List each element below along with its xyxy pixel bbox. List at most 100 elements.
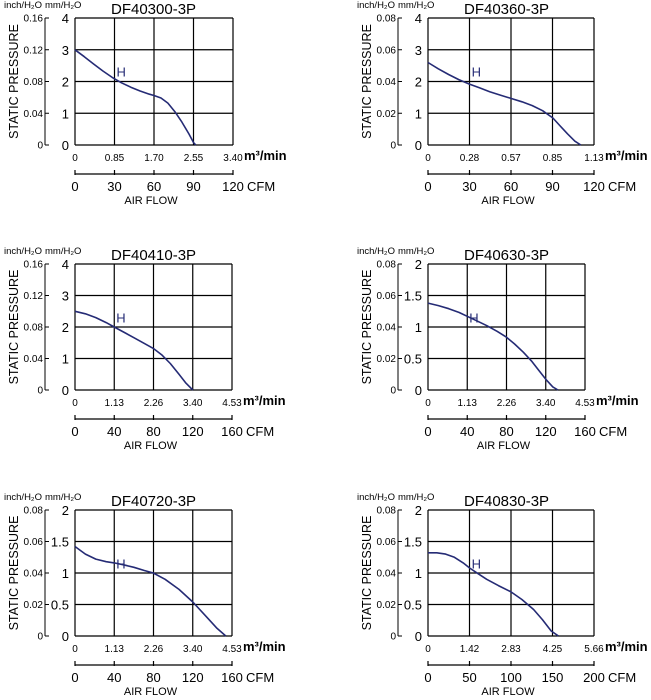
mm-tick-label: 2: [62, 503, 69, 518]
inch-tick-label: 0.08: [377, 260, 397, 271]
mm-tick-label: 2: [62, 320, 69, 335]
curve-label: H: [116, 556, 125, 571]
cfm-tick-label: 80: [146, 424, 160, 439]
unit-label-mm: mm/H₂O: [45, 0, 81, 11]
m3-tick-label: 4.53: [222, 398, 242, 409]
pressure-curve-h: [428, 551, 559, 637]
curve-label: H: [472, 556, 481, 571]
cfm-tick-label: 200: [583, 670, 605, 685]
m3-tick-label: 0: [72, 644, 78, 655]
m3-tick-label: 1.13: [105, 644, 125, 655]
inch-tick-label: 0.02: [377, 109, 397, 120]
inch-tick-label: 0.08: [24, 506, 44, 517]
chart-title: DF40360-3P: [464, 1, 549, 18]
cfm-tick-label: 120: [535, 424, 557, 439]
m3-unit-label: m³/min: [605, 148, 648, 163]
mm-tick-label: 0.5: [51, 598, 69, 613]
inch-tick-label: 0.04: [377, 77, 397, 88]
cfm-unit-label: CFM: [608, 670, 636, 685]
mm-tick-label: 1: [62, 566, 69, 581]
y-axis-title: STATIC PRESSURE: [7, 270, 21, 385]
m3-tick-label: 0: [72, 153, 78, 164]
inch-tick-label: 0: [390, 141, 396, 152]
chart-title: DF40720-3P: [111, 493, 196, 510]
inch-tick-label: 0.08: [377, 14, 397, 25]
cfm-tick-label: 40: [460, 424, 474, 439]
unit-label-mm: mm/H₂O: [398, 492, 434, 503]
cfm-tick-label: 90: [186, 179, 200, 194]
cfm-unit-label: CFM: [599, 424, 627, 439]
inch-tick-label: 0.06: [377, 537, 397, 548]
x-axis-title: AIR FLOW: [124, 686, 178, 698]
cfm-tick-label: 90: [545, 179, 559, 194]
cfm-tick-label: 60: [504, 179, 518, 194]
cfm-unit-label: CFM: [246, 424, 274, 439]
pressure-curve-h: [74, 545, 227, 637]
pressure-curve-h: [74, 49, 197, 146]
inch-tick-label: 0.06: [24, 537, 44, 548]
mm-tick-label: 4: [62, 11, 69, 26]
cfm-unit-label: CFM: [246, 670, 274, 685]
inch-tick-label: 0.06: [377, 45, 397, 56]
m3-tick-label: 0: [425, 153, 431, 164]
cfm-tick-label: 40: [107, 424, 121, 439]
inch-tick-label: 0.08: [377, 506, 397, 517]
pressure-curve-h: [74, 310, 194, 391]
curve-label: H: [116, 310, 125, 325]
inch-tick-label: 0.02: [24, 600, 44, 611]
cfm-tick-label: 0: [424, 424, 431, 439]
cfm-tick-label: 160: [574, 424, 596, 439]
m3-tick-label: 0.85: [543, 153, 563, 164]
mm-tick-label: 1.5: [51, 535, 69, 550]
inch-tick-label: 0.02: [377, 600, 397, 611]
m3-tick-label: 2.83: [501, 644, 521, 655]
x-axis-title: AIR FLOW: [124, 440, 178, 452]
inch-tick-label: 0.08: [24, 323, 44, 334]
cfm-tick-label: 80: [146, 670, 160, 685]
x-axis-title: AIR FLOW: [124, 195, 178, 207]
y-axis-title: STATIC PRESSURE: [7, 24, 21, 139]
inch-tick-label: 0: [390, 386, 396, 397]
mm-tick-label: 1: [415, 106, 422, 121]
m3-tick-label: 1.13: [105, 398, 125, 409]
mm-tick-label: 3: [62, 43, 69, 58]
cfm-tick-label: 150: [542, 670, 564, 685]
unit-label-inch: inch/H₂O: [4, 492, 42, 503]
cfm-tick-label: 120: [222, 179, 244, 194]
m3-tick-label: 3.40: [223, 153, 243, 164]
chart-title: DF40630-3P: [464, 247, 549, 264]
chart-title: DF40300-3P: [111, 1, 196, 18]
mm-tick-label: 1.5: [404, 289, 422, 304]
mm-tick-label: 2: [62, 75, 69, 90]
inch-tick-label: 0.04: [377, 569, 397, 580]
unit-label-inch: inch/H₂O: [357, 492, 395, 503]
m3-tick-label: 0: [425, 644, 431, 655]
inch-tick-label: 0.12: [24, 45, 44, 56]
inch-tick-label: 0.16: [24, 260, 44, 271]
m3-tick-label: 1.70: [144, 153, 164, 164]
mm-tick-label: 1: [62, 352, 69, 367]
m3-tick-label: 4.25: [543, 644, 563, 655]
mm-tick-label: 2: [415, 257, 422, 272]
cfm-unit-label: CFM: [247, 179, 275, 194]
m3-tick-label: 0: [72, 398, 78, 409]
m3-tick-label: 4.53: [575, 398, 595, 409]
mm-tick-label: 0: [62, 383, 69, 398]
x-axis-title: AIR FLOW: [477, 440, 531, 452]
unit-label-inch: inch/H₂O: [357, 0, 395, 11]
cfm-tick-label: 160: [221, 424, 243, 439]
unit-label-inch: inch/H₂O: [357, 246, 395, 257]
cfm-tick-label: 0: [424, 670, 431, 685]
m3-unit-label: m³/min: [243, 393, 286, 408]
m3-tick-label: 0: [425, 398, 431, 409]
mm-tick-label: 0.5: [404, 352, 422, 367]
inch-tick-label: 0.16: [24, 14, 44, 25]
inch-tick-label: 0.04: [24, 109, 44, 120]
unit-label-inch: inch/H₂O: [4, 0, 42, 11]
inch-tick-label: 0.04: [24, 569, 44, 580]
m3-unit-label: m³/min: [596, 393, 639, 408]
m3-tick-label: 0.57: [501, 153, 521, 164]
